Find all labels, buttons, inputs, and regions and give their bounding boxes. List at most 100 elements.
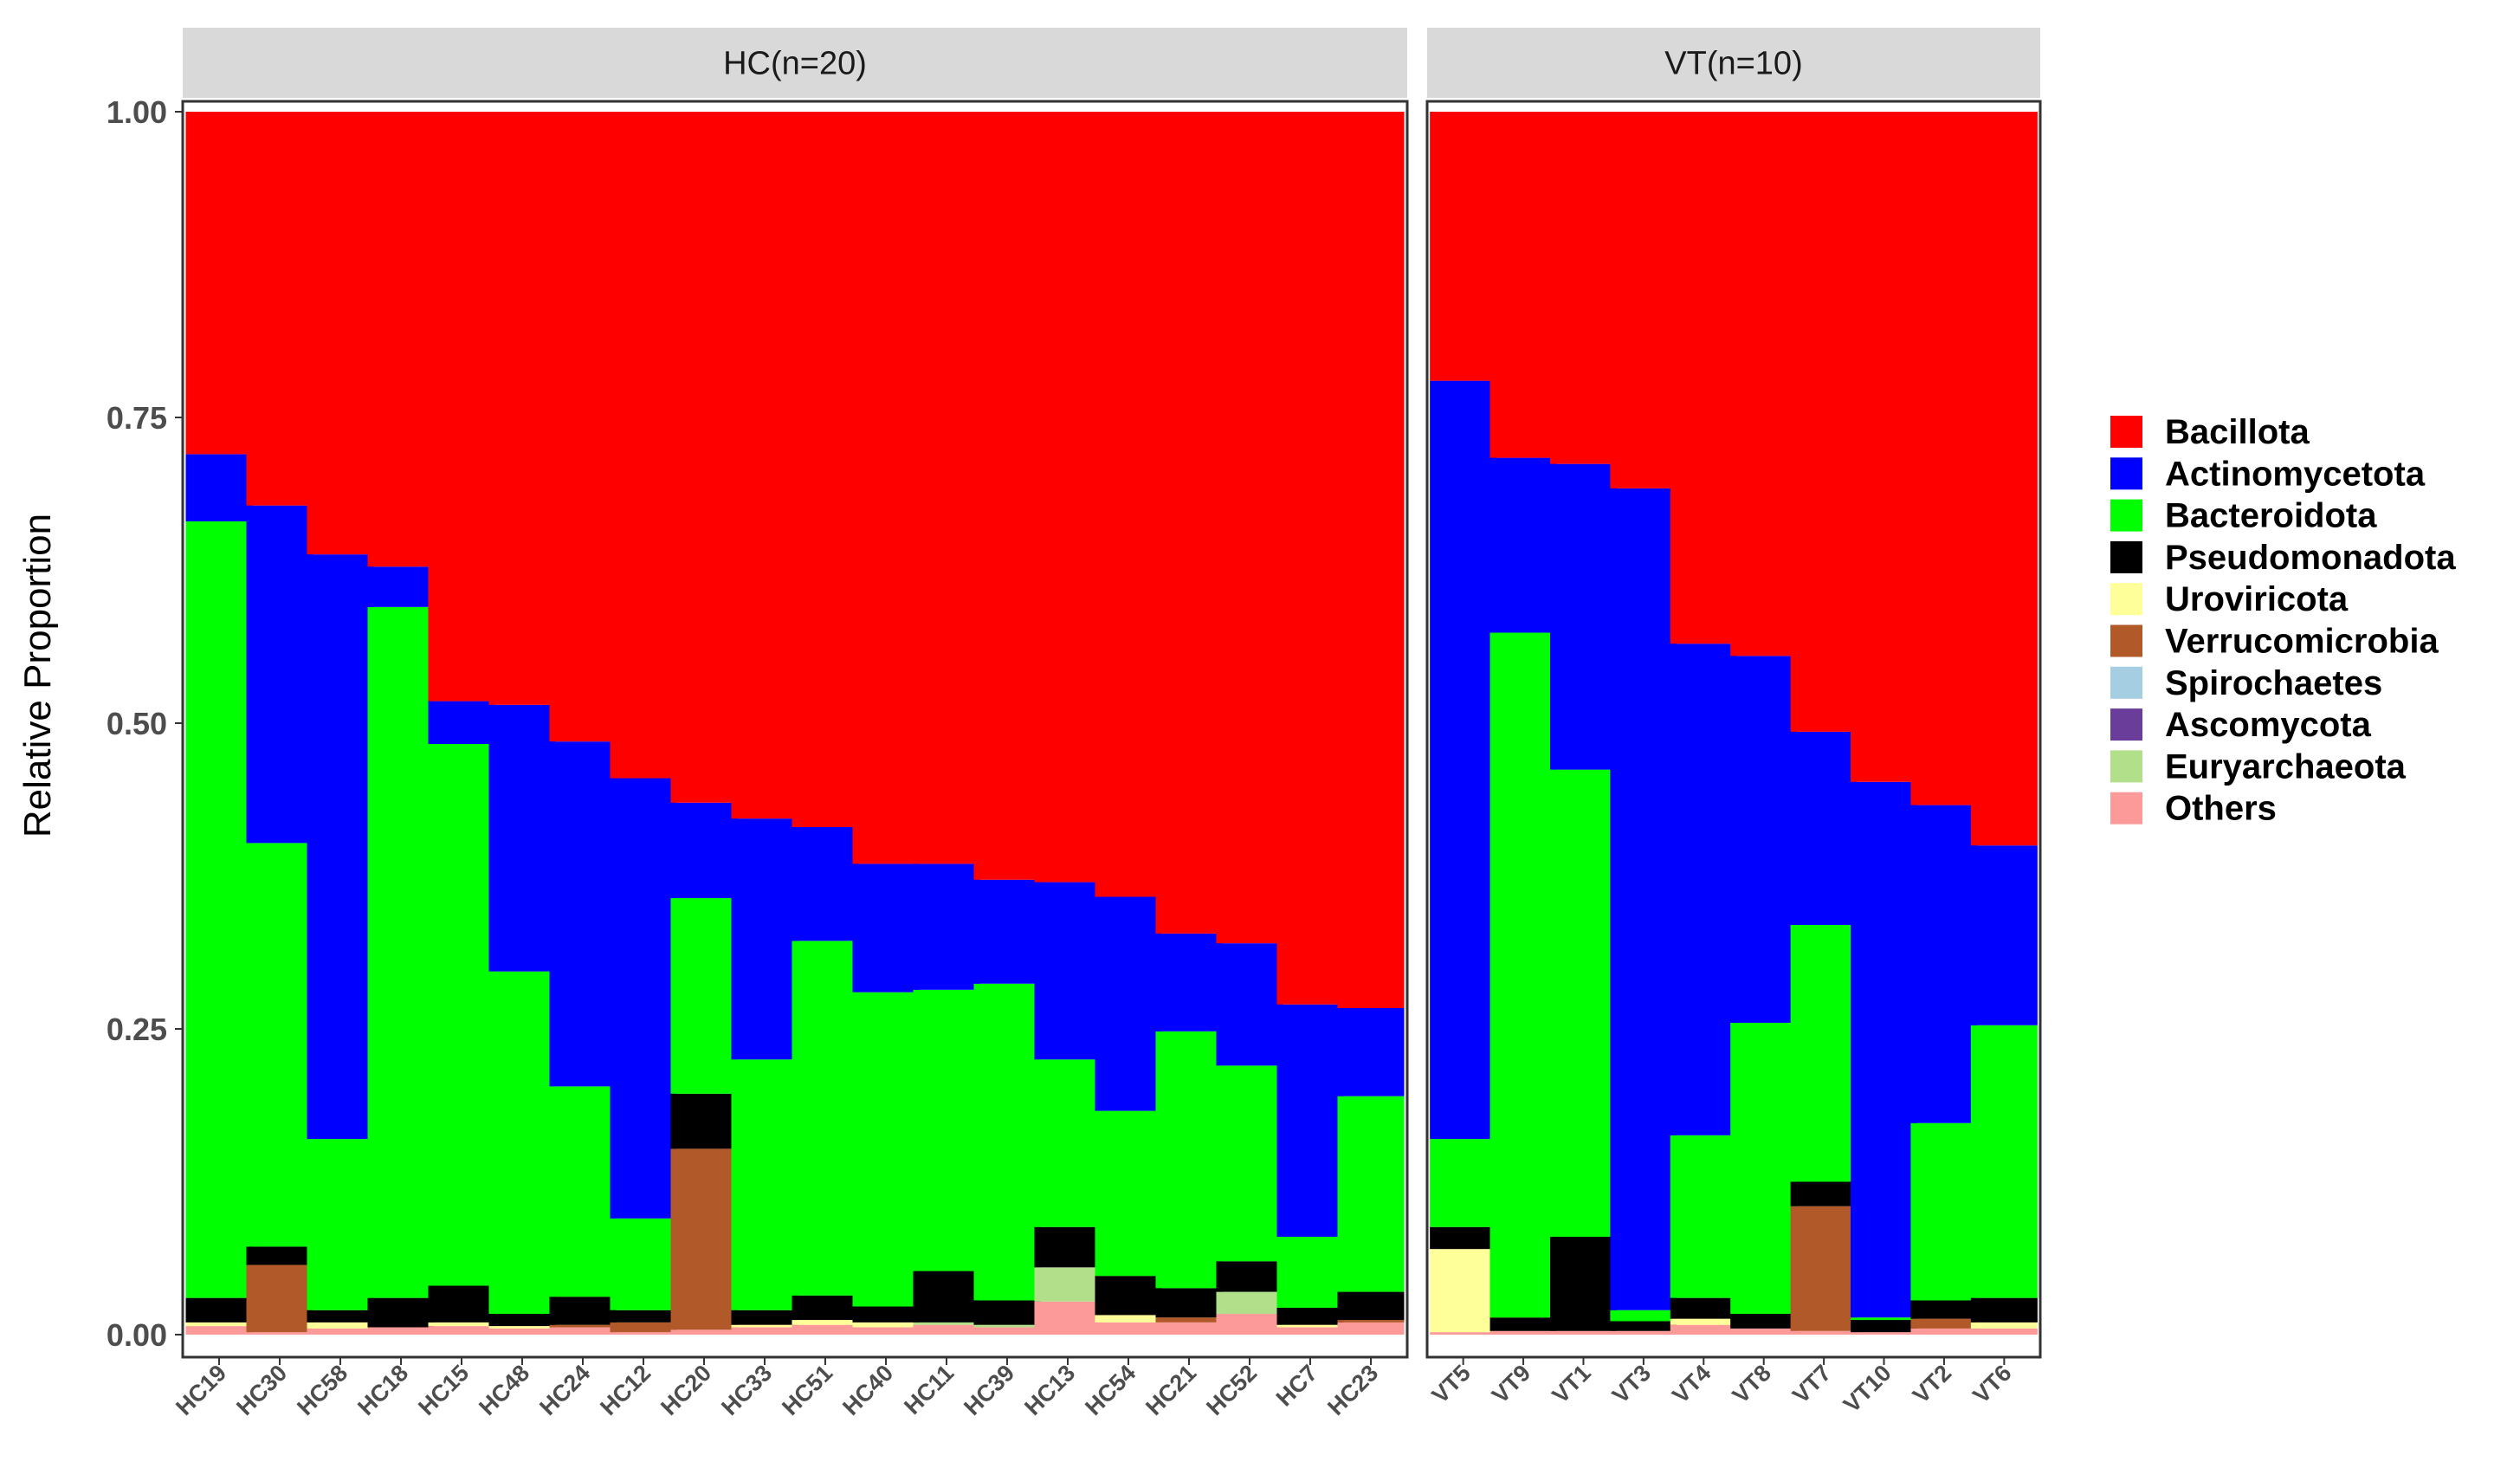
x-tick-label: HC58	[292, 1360, 352, 1420]
bar-segment-bacillota	[488, 112, 556, 705]
bar-segment-verrucomicrobia	[1790, 1206, 1858, 1331]
bar-segment-others	[1851, 1332, 1918, 1335]
x-tick-label: HC13	[1019, 1360, 1080, 1420]
bar-segment-bacillota	[1610, 112, 1677, 488]
bar-segment-pseudomonadota	[1276, 1307, 1344, 1325]
bar-segment-bacillota	[913, 112, 980, 864]
bar-segment-bacteroidota	[367, 606, 435, 1298]
legend-label: Others	[2165, 790, 2277, 828]
bar-segment-actinomycetota	[1851, 781, 1918, 1318]
bar-segment-actinomycetota	[1790, 731, 1858, 925]
bar-segment-pseudomonadota	[1430, 1226, 1497, 1250]
bar-segment-others	[1970, 1328, 2038, 1335]
bar-segment-others	[1670, 1324, 1737, 1335]
bar-segment-bacteroidota	[246, 843, 313, 1247]
bar-segment-actinomycetota	[913, 863, 980, 990]
bar-segment-bacteroidota	[1430, 1139, 1497, 1227]
x-tick-label: HC11	[899, 1360, 959, 1419]
bar-segment-pseudomonadota	[246, 1246, 313, 1265]
bar-segment-actinomycetota	[1155, 933, 1223, 1031]
bar-HC11	[913, 112, 980, 1335]
bar-segment-verrucomicrobia	[246, 1264, 313, 1333]
legend-label: Actinomycetota	[2165, 455, 2426, 493]
bar-segment-actinomycetota	[670, 802, 738, 898]
bar-segment-bacillota	[973, 112, 1041, 880]
bar-segment-uroviricota	[1430, 1249, 1497, 1333]
bar-segment-pseudomonadota	[610, 1310, 677, 1322]
bar-segment-bacillota	[1730, 112, 1798, 656]
bar-segment-pseudomonadota	[792, 1295, 859, 1321]
bar-segment-others	[549, 1327, 617, 1335]
bar-segment-bacteroidota	[488, 971, 556, 1314]
legend-item-verrucomicrobia: Verrucomicrobia	[2110, 623, 2439, 661]
bar-segment-actinomycetota	[1549, 463, 1617, 770]
legend-item-bacteroidota: Bacteroidota	[2110, 497, 2377, 535]
bar-segment-pseudomonadota	[1730, 1313, 1798, 1329]
bar-HC15	[428, 112, 495, 1335]
bar-HC54	[1095, 112, 1162, 1335]
bar-segment-pseudomonadota	[852, 1306, 920, 1322]
legend: Bacillota Actinomycetota Bacteroidota Pseud…	[2110, 413, 2456, 828]
x-tick-label: HC12	[595, 1360, 656, 1420]
y-tick-label: 0.00	[107, 1317, 167, 1353]
bar-segment-euryarchaeota	[1034, 1267, 1102, 1302]
bar-segment-uroviricota	[792, 1320, 859, 1325]
bar-HC48	[488, 112, 556, 1335]
bar-segment-bacillota	[610, 112, 677, 779]
bar-segment-bacillota	[367, 112, 435, 567]
bar-segment-actinomycetota	[852, 863, 920, 993]
x-tick-label: HC52	[1201, 1360, 1262, 1420]
legend-label: Euryarchaeota	[2165, 747, 2407, 786]
bar-HC58	[307, 112, 374, 1335]
bar-segment-verrucomicrobia	[1910, 1318, 1978, 1329]
bar-segment-actinomycetota	[973, 879, 1041, 984]
x-tick-label: HC18	[352, 1360, 413, 1420]
bar-segment-bacillota	[1910, 112, 1978, 805]
x-tick-label: VT6	[1968, 1360, 2016, 1408]
x-tick-label: VT2	[1908, 1360, 1956, 1408]
facet-strip-label: HC(n=20)	[723, 46, 867, 82]
bar-segment-actinomycetota	[367, 566, 435, 607]
legend-swatch	[2110, 499, 2142, 532]
bar-segment-bacteroidota	[1910, 1122, 1978, 1301]
bar-segment-bacillota	[185, 112, 253, 455]
bar-segment-pseudomonadota	[731, 1310, 798, 1325]
bar-segment-bacillota	[1337, 112, 1405, 1008]
x-tick-label: HC7	[1271, 1360, 1322, 1411]
bar-segment-actinomycetota	[307, 554, 374, 1140]
bar-segment-actinomycetota	[731, 818, 798, 1060]
legend-label: Ascomycota	[2165, 706, 2372, 744]
bar-segment-bacillota	[1549, 112, 1617, 464]
bar-segment-bacteroidota	[1851, 1317, 1918, 1321]
bar-segment-others	[1430, 1332, 1497, 1335]
legend-swatch	[2110, 624, 2142, 657]
bar-segment-others	[913, 1324, 980, 1335]
bar-HC20	[670, 112, 738, 1335]
bar-segment-bacteroidota	[428, 744, 495, 1286]
x-tick-label: HC40	[837, 1360, 898, 1420]
bar-segment-bacteroidota	[1970, 1025, 2038, 1298]
legend-item-ascomycota: Ascomycota	[2110, 706, 2372, 744]
bar-segment-others	[731, 1327, 798, 1335]
x-tick-label: HC15	[413, 1360, 474, 1420]
bar-segment-bacillota	[1155, 112, 1223, 934]
bar-segment-pseudomonadota	[1549, 1237, 1617, 1331]
bar-segment-others	[792, 1324, 859, 1335]
bar-segment-pseudomonadota	[1670, 1297, 1737, 1319]
bar-segment-verrucomicrobia	[670, 1148, 738, 1330]
bar-segment-others	[488, 1328, 556, 1335]
legend-item-euryarchaeota: Euryarchaeota	[2110, 747, 2407, 786]
bar-VT3	[1610, 112, 1677, 1335]
legend-swatch	[2110, 666, 2142, 699]
bar-segment-actinomycetota	[185, 454, 253, 522]
bar-segment-pseudomonadota	[549, 1297, 617, 1325]
bar-segment-verrucomicrobia	[549, 1324, 617, 1328]
bar-VT6	[1970, 112, 2038, 1335]
panel-vt: VT(n=10) VT5 VT9 VT1 VT3 VT4 VT8 VT7 VT10 VT2 VT6	[1425, 28, 2042, 1418]
bar-segment-bacillota	[1851, 112, 1918, 782]
bar-segment-actinomycetota	[1970, 845, 2038, 1025]
bar-segment-actinomycetota	[488, 704, 556, 972]
bar-segment-others	[1155, 1322, 1223, 1335]
bar-HC13	[1034, 112, 1102, 1335]
bar-segment-bacteroidota	[670, 897, 738, 1094]
